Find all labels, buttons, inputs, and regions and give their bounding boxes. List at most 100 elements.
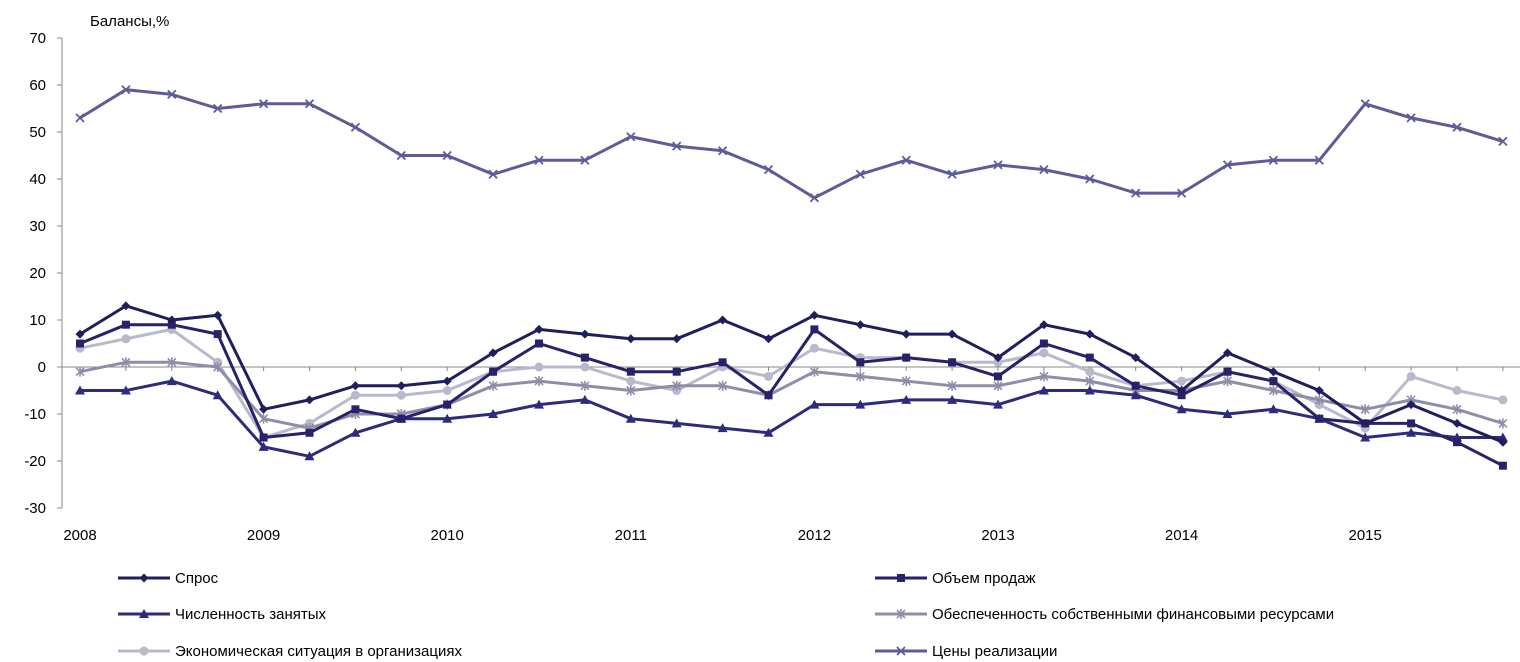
data-point [626,132,636,142]
data-point [534,399,544,409]
data-point [1222,160,1233,170]
data-point [75,366,85,377]
data-point [120,385,131,395]
data-point [947,169,957,179]
data-point [1131,188,1141,198]
data-point [1406,113,1416,123]
data-point [75,385,85,395]
axes: -30 -20 -10 0 10 20 30 40 50 60 70 2008 2009 2010 2011… [24,30,1520,544]
data-point [1453,438,1461,447]
data-point [75,329,85,339]
data-point [1039,348,1049,358]
data-point [534,362,544,372]
data-point [1406,427,1417,437]
data-point [1177,391,1186,400]
data-point [901,155,911,165]
data-point [488,348,498,358]
x-tick-label: 2011 [615,527,647,544]
data-point [1498,437,1508,447]
y-tick-label: 50 [29,124,46,141]
legend-item-2: Объем продаж [875,570,1036,587]
data-point [534,155,544,165]
data-point [809,399,820,409]
data-point [626,367,635,376]
data-point [442,150,452,161]
data-point [1222,409,1233,418]
data-point [1360,418,1370,428]
data-point [1406,400,1416,410]
data-point [304,99,315,109]
y-tick-label: 20 [29,265,46,282]
data-point [304,451,315,461]
data-point [718,358,727,367]
data-point [1497,432,1508,442]
y-tick-label: 30 [29,218,46,235]
series-line [79,88,1504,200]
data-point [718,315,728,325]
legend-label: Численность занятых [175,606,327,623]
y-tick-label: -10 [24,406,46,423]
data-point [75,113,85,123]
data-point [993,380,1003,391]
data-point [1223,348,1232,358]
series-line [79,323,1504,468]
legend-marker [139,646,149,656]
data-point [1085,367,1095,377]
legend-marker [896,646,906,656]
data-point [902,353,911,362]
data-point [1038,385,1049,395]
data-point [717,423,728,433]
data-point [1360,99,1370,109]
data-point [809,193,820,203]
data-point [213,362,223,372]
data-point [809,343,819,353]
data-point [1498,461,1507,470]
data-point [993,399,1003,409]
data-point [259,413,269,424]
data-point [534,324,544,334]
x-tick-label: 2008 [63,527,96,544]
y-tick-label: -30 [24,500,46,517]
data-point [1269,377,1278,386]
legend-label: Цены реализации [932,643,1057,660]
data-point [1314,394,1324,405]
data-point [1498,395,1508,405]
data-point [1039,320,1049,330]
data-point [947,394,958,404]
data-point [1498,136,1508,147]
data-point [489,367,498,376]
legend-label: Объем продаж [932,570,1036,587]
data-point [1039,371,1049,382]
data-point [535,339,543,348]
data-point [488,169,498,179]
data-point [1085,376,1095,387]
data-point [305,428,314,437]
legend-label: Обеспеченность собственными финансовыми … [932,606,1334,623]
data-point [626,385,636,396]
data-point [167,320,176,329]
data-point [121,357,131,368]
data-point [488,409,499,418]
data-point [1084,385,1095,395]
data-point [167,89,177,100]
x-tick-label: 2015 [1349,527,1382,544]
data-point [396,390,406,400]
data-point [213,310,223,320]
y-tick-label: 70 [29,30,46,47]
data-point [994,372,1002,381]
data-point [1085,353,1094,362]
data-point [397,414,406,423]
data-point [350,427,361,437]
data-point [901,329,911,339]
x-tick-label: 2012 [798,527,831,544]
data-point [993,357,1003,367]
data-point [672,141,682,151]
data-point [350,122,361,132]
data-point [580,329,590,339]
x-tick-label: 2010 [431,527,464,544]
data-point [1452,122,1462,132]
data-point [258,441,269,451]
data-point [1176,404,1187,414]
y-tick-label: 40 [29,171,46,188]
data-point [810,325,819,334]
